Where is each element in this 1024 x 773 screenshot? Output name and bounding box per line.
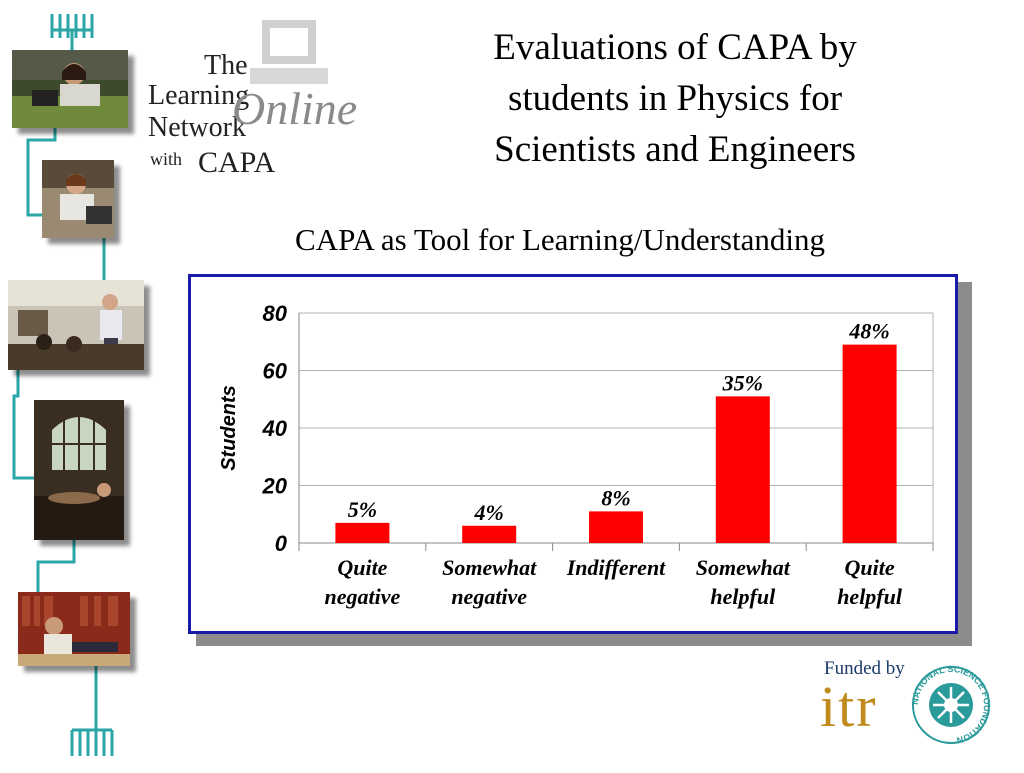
photo-lecture-room [8, 280, 144, 370]
y-axis-label: Students [218, 385, 240, 471]
nsf-seal: NATIONAL SCIENCE FOUNDATION [910, 664, 992, 746]
x-category-label: helpful [837, 584, 903, 609]
itr-logo-text: itr [820, 674, 878, 739]
logo-with: with [150, 149, 183, 169]
bar [335, 522, 390, 543]
x-category-label: negative [325, 584, 401, 609]
bar [462, 525, 517, 543]
chart-subtitle: CAPA as Tool for Learning/Understanding [295, 222, 825, 257]
logo-network: Network [148, 112, 246, 143]
logo-the: The [204, 50, 248, 81]
data-label: 35% [722, 370, 763, 395]
bar [715, 396, 770, 543]
logo-learning: Learning [148, 80, 250, 111]
x-category-label: Somewhat [442, 555, 537, 580]
x-category-label: Quite [337, 555, 387, 580]
decorative-photo-strip [0, 0, 160, 768]
photo-student-reading [18, 592, 130, 666]
data-label: 4% [474, 500, 504, 525]
funding-logo: Funded by itr NATIONAL SCIENCE FOUNDATIO… [818, 656, 998, 752]
photo-library-hall [34, 400, 124, 540]
slide-title-line: Evaluations of CAPA by [493, 27, 857, 68]
logo-online: Online [232, 83, 358, 134]
photo-student-on-lawn [12, 50, 128, 128]
data-label: 5% [348, 497, 377, 522]
y-tick-label: 80 [263, 301, 288, 326]
slide-title-line: students in Physics for [507, 78, 843, 119]
slide-title-line: Scientists and Engineers [494, 129, 856, 170]
bar-chart-panel: 0 20 40 60 80 Students 5% Quite negative 4% Somewh… [188, 274, 958, 634]
x-category-label: Somewhat [696, 555, 791, 580]
slide-title: Evaluations of CAPA by students in Physi… [420, 22, 930, 175]
y-tick-label: 40 [262, 416, 288, 441]
x-category-label: negative [451, 584, 527, 609]
teal-connector-lines [12, 14, 114, 756]
computer-icon [250, 20, 328, 84]
bar [589, 511, 643, 543]
photo-student-at-laptop [42, 160, 114, 238]
x-category-label: helpful [710, 584, 776, 609]
funded-by-label: Funded by [824, 658, 905, 679]
y-tick-label: 0 [275, 531, 288, 556]
x-category-label: Quite [845, 555, 895, 580]
logo-capa: CAPA [198, 146, 276, 179]
y-tick-label: 20 [262, 474, 288, 499]
data-label: 8% [601, 485, 630, 510]
y-tick-label: 60 [263, 359, 288, 384]
bar [842, 344, 897, 543]
data-label: 48% [848, 319, 889, 344]
learning-network-logo: The Learning Network with CAPA Online [140, 20, 400, 190]
x-category-label: Indifferent [566, 555, 666, 580]
bar-chart: 0 20 40 60 80 Students 5% Quite negative 4% Somewh… [218, 301, 934, 609]
